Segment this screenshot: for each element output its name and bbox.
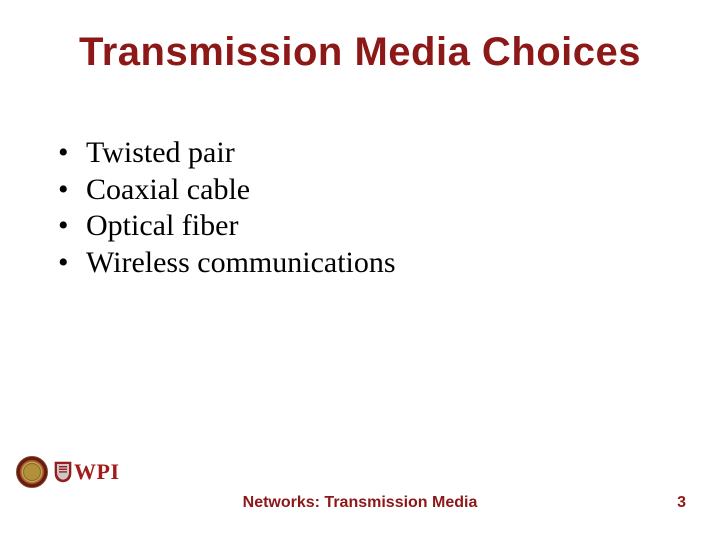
wpi-logo: WPI xyxy=(54,459,120,485)
wpi-shield-icon xyxy=(54,461,72,483)
list-item: Optical fiber xyxy=(58,208,680,245)
footer-logo: WPI xyxy=(16,456,120,488)
wpi-logo-text: WPI xyxy=(74,459,120,485)
slide: Transmission Media Choices Twisted pair … xyxy=(0,0,720,540)
page-number: 3 xyxy=(677,494,686,512)
list-item: Wireless communications xyxy=(58,245,680,282)
bullet-list: Twisted pair Coaxial cable Optical fiber… xyxy=(40,135,680,281)
list-item: Twisted pair xyxy=(58,135,680,172)
footer-caption: Networks: Transmission Media xyxy=(243,494,478,512)
slide-title: Transmission Media Choices xyxy=(40,30,680,75)
wpi-seal-icon xyxy=(16,456,48,488)
slide-footer: WPI Networks: Transmission Media 3 xyxy=(0,472,720,512)
list-item: Coaxial cable xyxy=(58,172,680,209)
